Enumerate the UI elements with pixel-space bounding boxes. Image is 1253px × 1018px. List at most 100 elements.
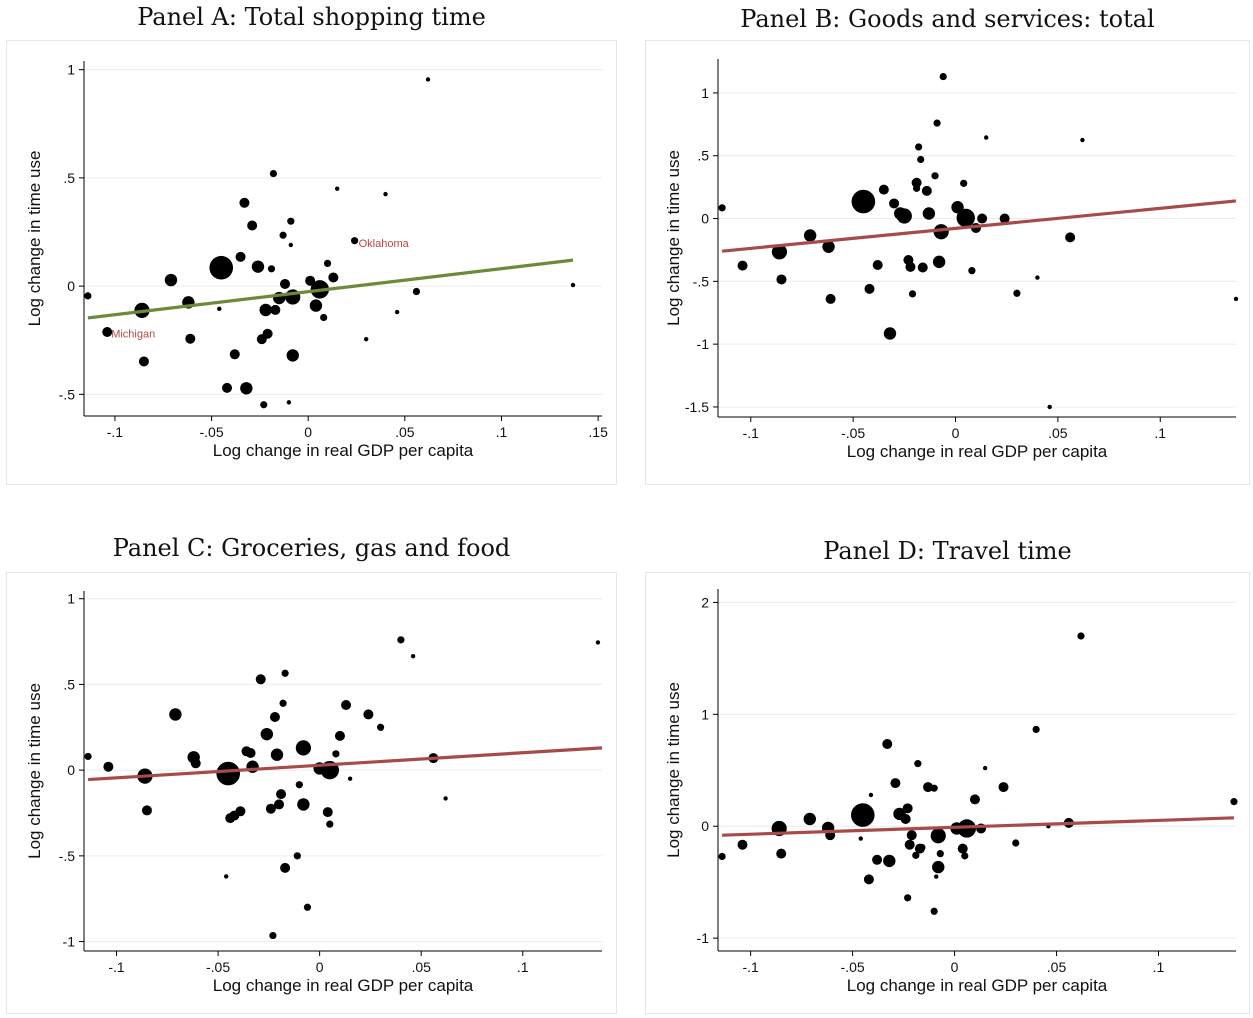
data-point [309, 299, 323, 312]
data-point [984, 135, 989, 140]
y-tick-label: 0 [67, 278, 75, 294]
panel-title: Panel B: Goods and services: total [740, 5, 1155, 33]
data-point [930, 828, 946, 844]
data-point [295, 740, 311, 756]
data-point [239, 197, 250, 208]
data-point [908, 290, 917, 298]
data-point [322, 807, 333, 818]
x-tick-label: -.1 [108, 959, 125, 975]
data-point [363, 709, 374, 720]
data-point [864, 283, 875, 294]
data-point [999, 213, 1010, 224]
x-tick-label: .05 [395, 424, 415, 440]
data-point [936, 850, 944, 858]
data-point [890, 778, 901, 789]
data-point [882, 738, 893, 749]
data-point [1035, 275, 1040, 280]
data-point [863, 874, 874, 885]
x-tick-label: .1 [517, 959, 529, 975]
data-point [932, 860, 945, 874]
x-axis-label: Log change in real GDP per capita [847, 976, 1108, 995]
data-point [260, 727, 274, 741]
data-point [235, 251, 246, 262]
data-point [335, 186, 340, 191]
data-point [998, 782, 1009, 793]
data-point [1013, 289, 1021, 297]
data-point [771, 244, 788, 260]
data-point [896, 208, 912, 224]
data-point [872, 854, 883, 865]
scatter-chart: -1 0 1 2 -.1 -.05 0 .05 .1 Log change in real GDP… [664, 589, 1238, 995]
data-point [822, 240, 835, 253]
data-point [1233, 296, 1239, 302]
data-point [858, 836, 863, 841]
data-point [305, 275, 316, 286]
data-point [102, 327, 113, 338]
data-point [904, 894, 912, 902]
data-point [939, 72, 947, 81]
data-point [185, 333, 196, 344]
fit-line [87, 746, 603, 782]
data-point [900, 813, 911, 824]
data-point [825, 293, 836, 304]
data-point [363, 336, 369, 342]
data-point [930, 907, 938, 915]
data-point [933, 119, 941, 127]
data-point [977, 213, 988, 224]
data-point [141, 805, 152, 816]
y-tick-label: -1 [63, 934, 76, 950]
data-point [169, 708, 182, 721]
data-point [443, 796, 448, 801]
plot-frame: -.5 0 .5 1 -.1 -.05 0 .05 .1 .15 Log change in rea… [6, 40, 617, 485]
scatter-chart: -1.5 -1 -.5 0 .5 1 -.1 -.05 0 .05 .1 Log change in … [664, 59, 1239, 461]
data-point [934, 874, 939, 879]
data-point [902, 803, 913, 814]
point-annotation: Oklahoma [359, 238, 410, 250]
data-point [803, 812, 816, 826]
data-point [906, 830, 917, 841]
data-point [326, 820, 334, 828]
data-point [1047, 404, 1052, 410]
data-point [341, 700, 352, 710]
panel-a: Panel A: Total shopping time -.5 0.5 1 -.1-… [6, 0, 617, 486]
data-point [209, 255, 234, 280]
data-point [915, 143, 923, 151]
panel-d: Panel D: Travel time -1 0 1 2 -.1 -.05 0 .05 .1 L… [645, 530, 1250, 1014]
data-point [279, 231, 287, 239]
x-tick-label: .05 [1048, 425, 1068, 441]
panel-title: Panel C: Groceries, gas and food [112, 534, 511, 562]
data-point [334, 730, 345, 741]
y-axis-label: Log change in time use [25, 151, 44, 327]
point-annotation: Michigan [111, 329, 155, 341]
y-tick-label: -1.5 [685, 399, 709, 415]
x-tick-label: 0 [304, 424, 312, 440]
data-point [229, 349, 240, 360]
scatter-chart: -1 -.5 0 .5 1 -.1 -.05 0 .05 .1 Log change in real… [25, 591, 603, 995]
data-point [280, 278, 291, 289]
data-point [303, 903, 312, 911]
data-point [922, 207, 936, 220]
y-tick-label: .5 [63, 676, 75, 692]
y-tick-label: 2 [701, 594, 709, 610]
data-point [776, 848, 787, 859]
data-point [293, 852, 301, 860]
data-point [912, 851, 920, 859]
y-tick-label: 0 [67, 762, 75, 778]
data-point [931, 172, 939, 180]
data-point [279, 699, 287, 707]
data-point [1065, 232, 1076, 243]
data-point [138, 356, 149, 367]
data-point [376, 723, 385, 731]
data-point [776, 274, 787, 285]
data-point [347, 776, 353, 781]
panel-title: Panel A: Total shopping time [137, 3, 486, 31]
y-tick-label: -1 [697, 336, 710, 352]
data-point [269, 169, 278, 178]
data-point [851, 189, 876, 214]
data-point [969, 794, 980, 805]
data-point [280, 862, 291, 873]
x-tick-label: 0 [316, 959, 324, 975]
data-point [84, 292, 92, 300]
data-point [718, 204, 726, 212]
data-point [872, 260, 883, 271]
